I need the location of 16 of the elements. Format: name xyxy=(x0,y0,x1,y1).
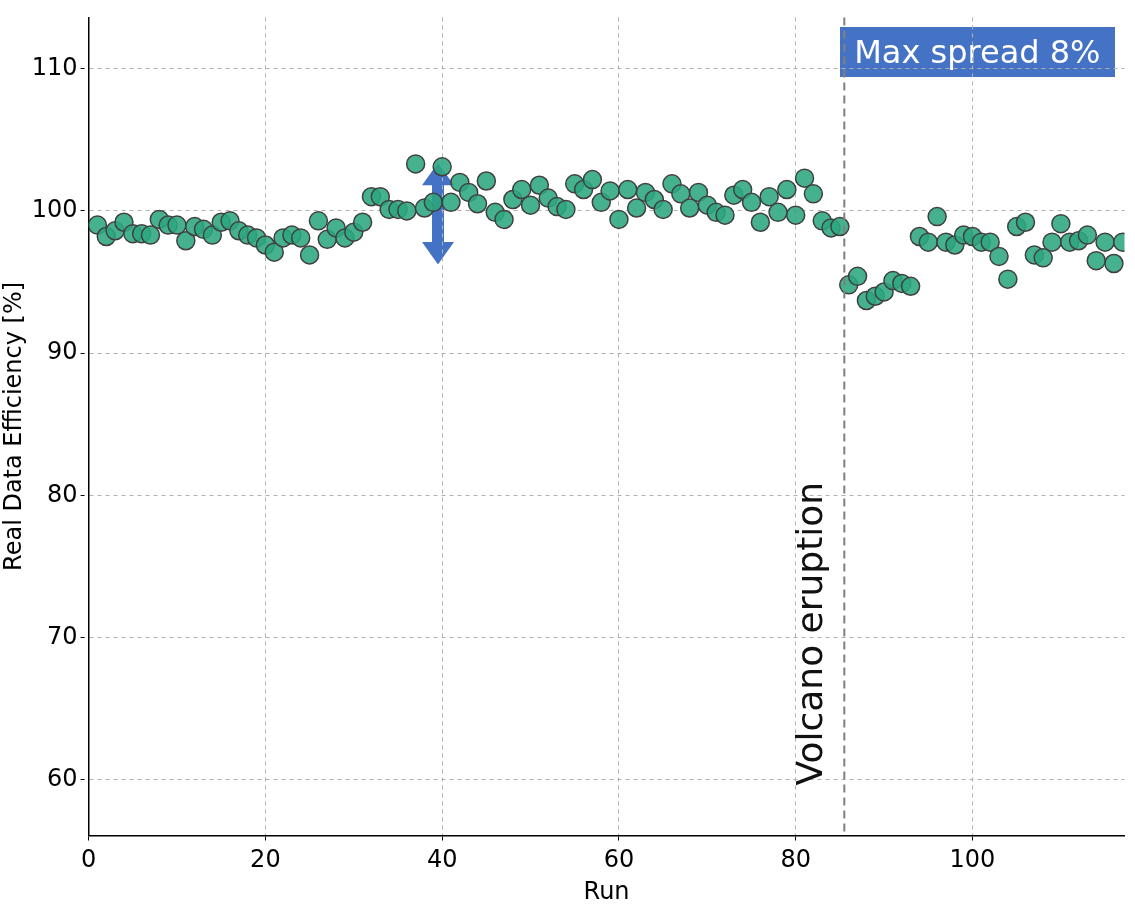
y-tick-label: 80 xyxy=(47,479,78,508)
y-tick-label: 100 xyxy=(31,195,78,224)
x-tick-label: 100 xyxy=(949,845,996,874)
x-axis-title: Run xyxy=(583,876,630,905)
x-tick-label: 0 xyxy=(80,845,97,874)
x-tick-label: 40 xyxy=(426,845,458,874)
y-tick-label: 110 xyxy=(31,52,78,81)
y-tick-label: 90 xyxy=(47,337,78,366)
x-tick-label: 60 xyxy=(603,845,635,874)
x-tick-label: 20 xyxy=(250,845,281,874)
y-tick-label: 70 xyxy=(47,621,78,650)
y-tick-label: 60 xyxy=(47,764,78,793)
annotation: Max spread 8% xyxy=(840,27,1115,78)
x-tick-label: 80 xyxy=(780,845,811,874)
ref-line-label: Volcano eruption xyxy=(788,481,830,786)
y-axis-title: Real Data Efficiency [%] xyxy=(0,281,27,571)
